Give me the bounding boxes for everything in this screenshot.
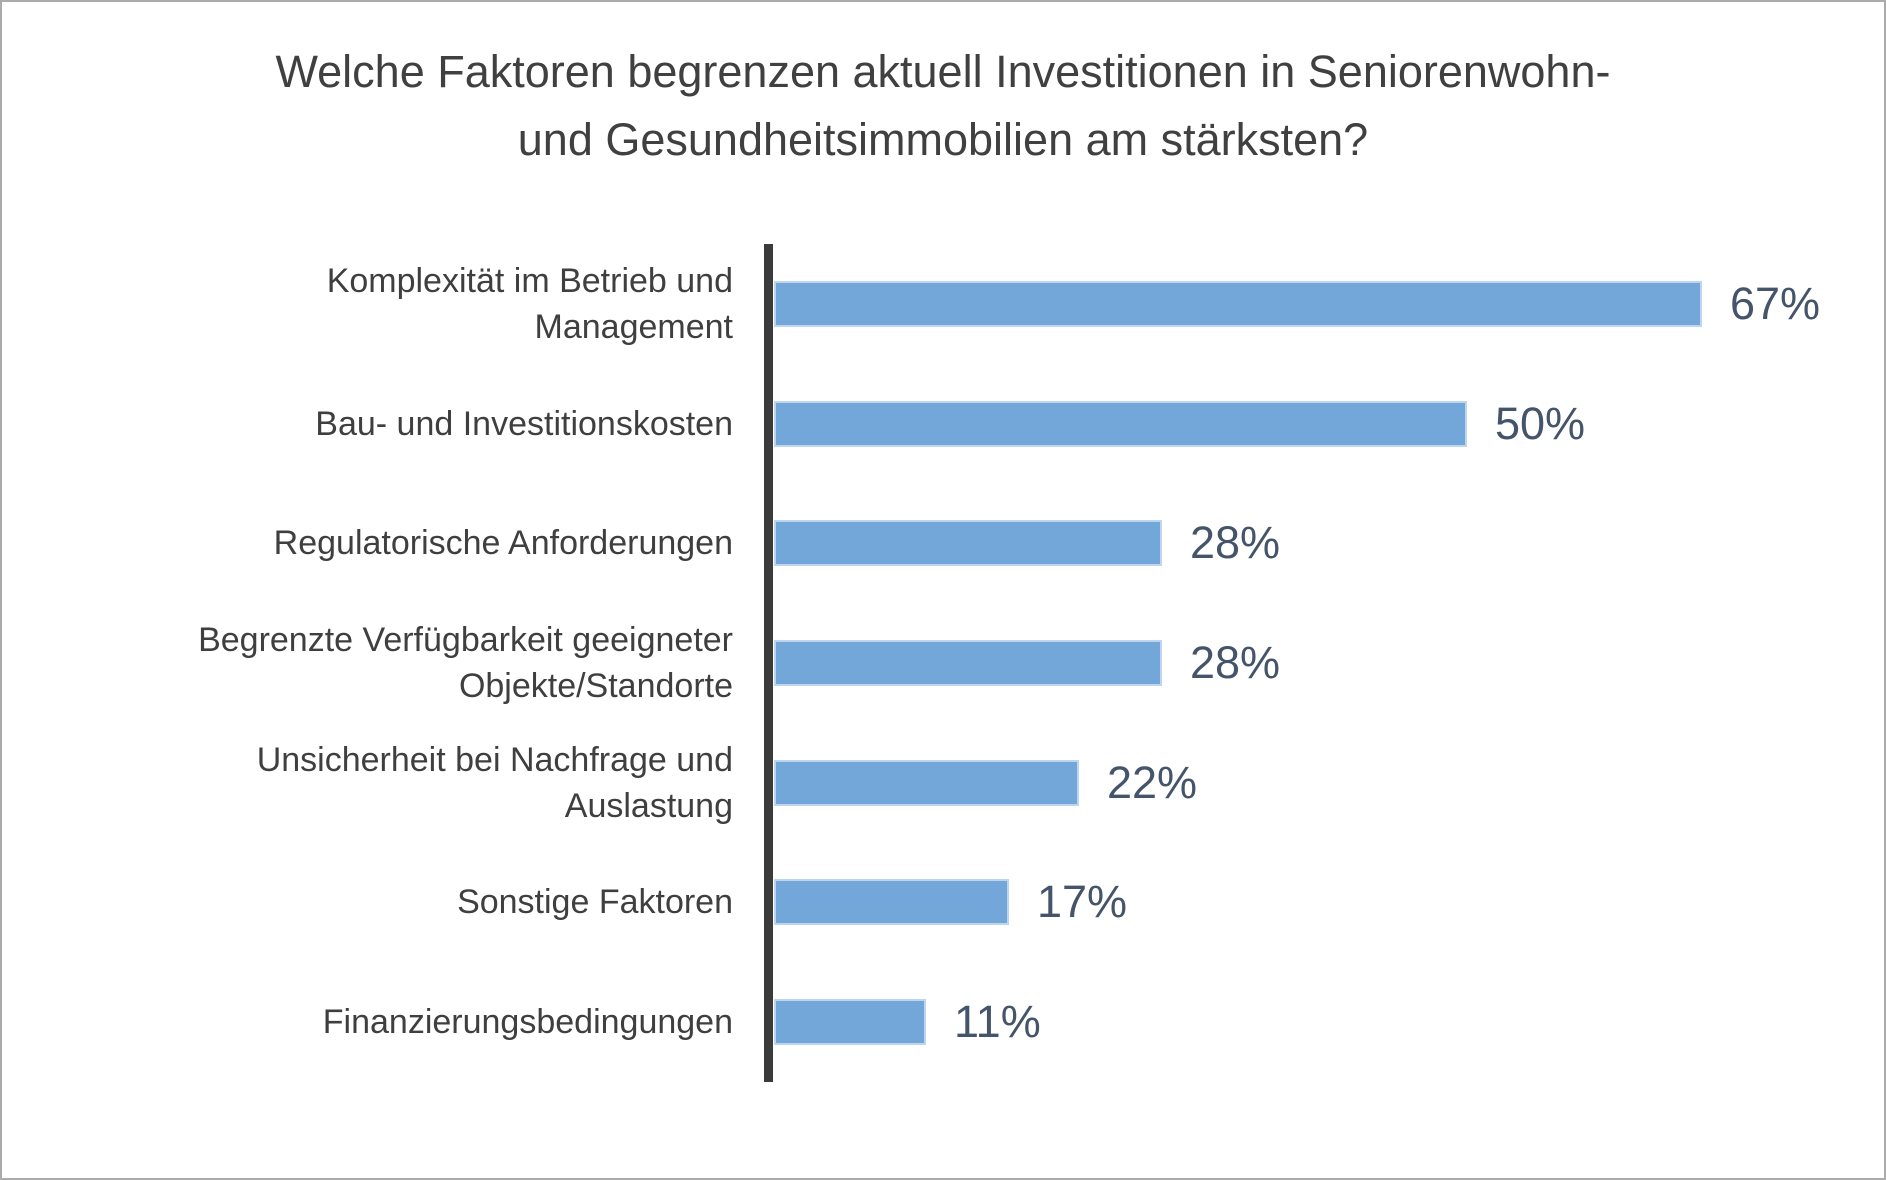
value-label: 11%: [954, 996, 1041, 1048]
value-label: 28%: [1190, 637, 1281, 689]
category-label: Finanzierungsbedingungen: [322, 1003, 733, 1042]
value-label: 22%: [1107, 756, 1198, 808]
category-label: Sonstige Faktoren: [457, 883, 733, 922]
category-label: Unsicherheit bei Nachfrage und Auslastung: [256, 740, 733, 825]
chart-row: Sonstige Faktoren 17%: [2, 843, 1884, 963]
chart-title-line1: Welche Faktoren begrenzen aktuell Invest…: [275, 46, 1611, 97]
chart-row: Komplexität im Betrieb und Management 67%: [2, 244, 1884, 364]
category-label: Regulatorische Anforderungen: [273, 524, 733, 563]
bar: [774, 520, 1162, 567]
bar: [774, 999, 926, 1046]
category-label: Komplexität im Betrieb und Management: [326, 261, 733, 346]
chart-row: Regulatorische Anforderungen 28%: [2, 483, 1884, 603]
chart-rows: Komplexität im Betrieb und Management 67%…: [2, 244, 1884, 1082]
chart-row: Finanzierungsbedingungen 11%: [2, 962, 1884, 1082]
bar: [774, 640, 1162, 687]
bar-chart: Komplexität im Betrieb und Management 67%…: [2, 244, 1884, 1082]
value-label: 17%: [1037, 876, 1128, 928]
category-label: Bau- und Investitionskosten: [315, 404, 733, 443]
chart-row: Begrenzte Verfügbarkeit geeigneter Objekt…: [2, 603, 1884, 723]
value-label: 28%: [1190, 517, 1281, 569]
bar: [774, 280, 1702, 327]
chart-title: Welche Faktoren begrenzen aktuell Invest…: [2, 38, 1884, 174]
value-label: 50%: [1495, 397, 1586, 449]
y-axis-line: [764, 244, 773, 1082]
category-label: Begrenzte Verfügbarkeit geeigneter Objekt…: [198, 621, 733, 706]
chart-row: Bau- und Investitionskosten 50%: [2, 364, 1884, 484]
chart-title-line2: und Gesundheitsimmobilien am stärksten?: [517, 114, 1369, 165]
bar: [774, 759, 1079, 806]
bar: [774, 400, 1467, 447]
chart-row: Unsicherheit bei Nachfrage und Auslastung…: [2, 723, 1884, 843]
bar: [774, 879, 1009, 926]
value-label: 67%: [1730, 277, 1821, 329]
